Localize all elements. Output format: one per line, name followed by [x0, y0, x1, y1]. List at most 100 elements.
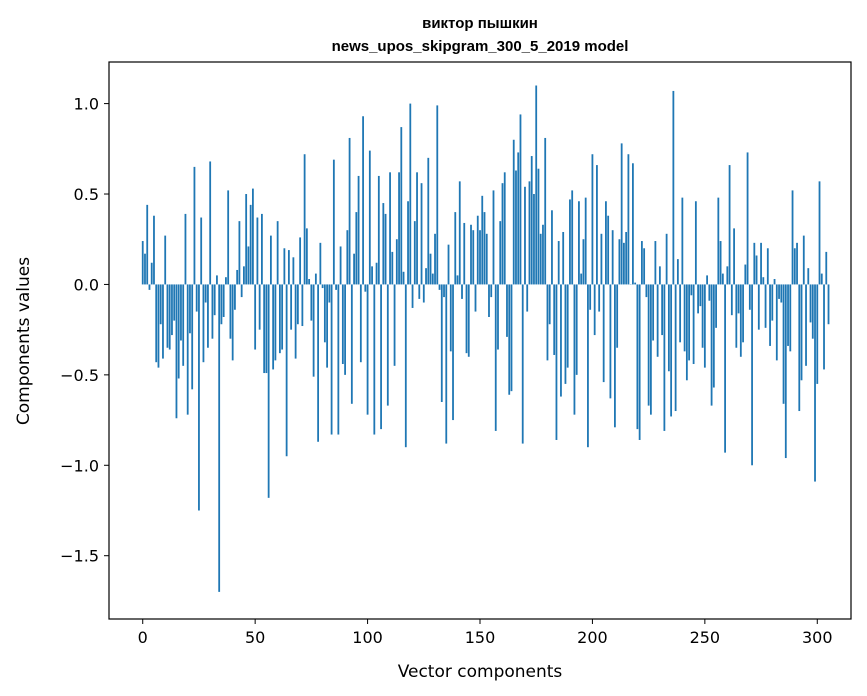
bar	[681, 197, 684, 285]
bar	[404, 284, 407, 448]
bar	[573, 284, 576, 415]
bar	[762, 277, 765, 285]
bar	[667, 284, 670, 372]
x-tick-label: 0	[138, 628, 148, 647]
bar	[697, 284, 699, 314]
bar	[771, 284, 774, 321]
bar	[393, 284, 396, 366]
bars-group	[141, 85, 830, 592]
bar	[434, 233, 436, 285]
bar	[789, 284, 792, 352]
bar	[802, 235, 805, 285]
bar	[742, 284, 744, 343]
bar	[643, 248, 646, 285]
bar	[782, 284, 785, 404]
bar	[807, 268, 810, 285]
bar	[314, 273, 317, 285]
bar	[443, 284, 445, 298]
bar	[391, 251, 394, 285]
bar	[616, 284, 619, 348]
bar	[420, 183, 423, 285]
y-tick-label: −0.5	[60, 366, 99, 385]
bar	[638, 284, 641, 440]
bar	[692, 284, 695, 365]
bar	[377, 175, 380, 285]
bar	[335, 284, 337, 290]
bar	[413, 221, 416, 285]
chart-subtitle: news_upos_skipgram_300_5_2019 model	[332, 38, 629, 55]
bar	[425, 268, 427, 285]
bar	[602, 284, 605, 383]
bar	[598, 284, 601, 312]
bar	[447, 244, 450, 285]
bar	[229, 284, 232, 339]
bar	[479, 230, 481, 285]
bar	[276, 221, 279, 285]
bar	[220, 284, 223, 325]
bar	[820, 273, 823, 285]
bar	[658, 266, 661, 285]
bar	[402, 271, 405, 285]
bar	[344, 284, 346, 375]
bar	[784, 284, 787, 459]
bar	[555, 284, 558, 440]
bar	[312, 284, 315, 377]
bar	[521, 284, 524, 444]
bar	[366, 284, 369, 415]
bar	[510, 284, 513, 392]
bar	[247, 246, 250, 285]
bar	[533, 194, 535, 285]
bar	[332, 159, 335, 285]
bar	[200, 217, 203, 285]
bar	[292, 257, 295, 285]
bar	[330, 284, 333, 435]
bar	[449, 284, 452, 352]
bar	[494, 284, 497, 431]
bar	[472, 230, 475, 285]
bar	[252, 188, 254, 285]
bar	[323, 284, 326, 343]
bar	[193, 166, 196, 285]
bar	[811, 284, 814, 339]
bar	[164, 235, 167, 285]
bar	[773, 279, 776, 285]
bar	[605, 201, 607, 285]
y-tick-label: 1.0	[74, 95, 99, 114]
bar	[470, 224, 472, 285]
bar	[620, 143, 623, 285]
bar	[647, 284, 650, 406]
bar	[411, 284, 414, 308]
bar	[452, 284, 454, 421]
bar	[463, 222, 466, 285]
bar	[809, 284, 812, 323]
bar	[591, 154, 594, 285]
bar	[418, 284, 421, 299]
bar	[204, 284, 207, 303]
bar	[688, 284, 691, 361]
bar	[236, 269, 239, 285]
bar	[627, 154, 630, 285]
bar	[827, 284, 830, 325]
bar	[422, 284, 425, 303]
bar	[724, 284, 726, 453]
x-tick-label: 200	[577, 628, 608, 647]
bar	[589, 284, 592, 310]
bar	[548, 284, 551, 325]
bar	[157, 284, 160, 368]
bar	[706, 275, 708, 285]
bar	[584, 197, 587, 285]
bar	[607, 215, 610, 285]
x-tick-label: 50	[245, 628, 265, 647]
bar	[694, 201, 697, 285]
bar	[240, 284, 243, 298]
bar	[207, 284, 209, 348]
bar	[760, 242, 762, 285]
bar	[582, 239, 585, 285]
bar	[182, 284, 185, 366]
bar	[321, 284, 324, 289]
bar	[364, 284, 367, 292]
bar	[512, 139, 515, 285]
bar	[670, 284, 673, 417]
bar	[398, 172, 400, 285]
bar	[269, 235, 272, 285]
